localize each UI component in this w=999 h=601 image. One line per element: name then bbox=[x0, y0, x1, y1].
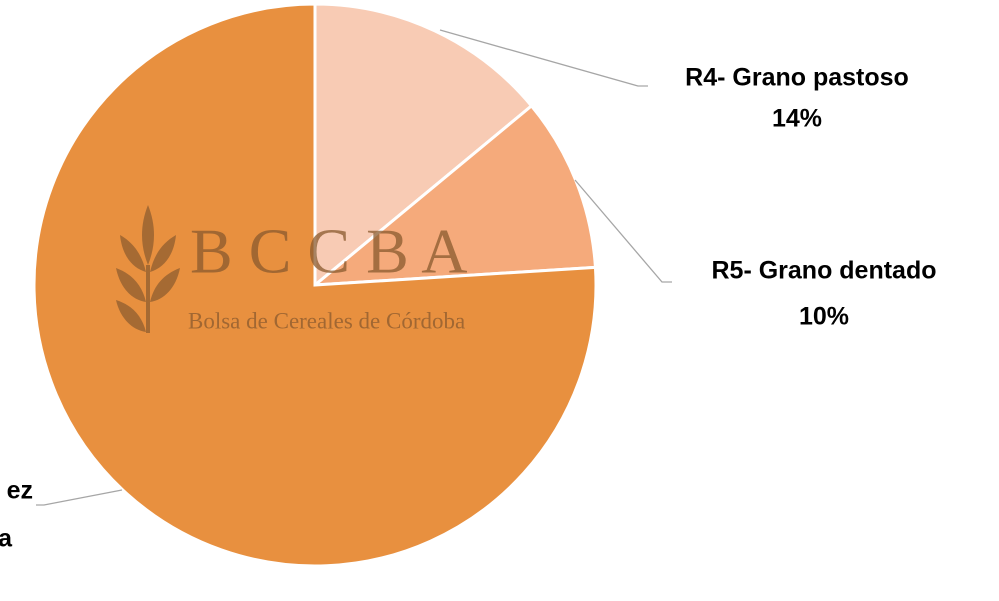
category-label: R5- Grano dentado bbox=[711, 257, 936, 285]
annotation: a bbox=[0, 525, 13, 553]
watermark-text: Bolsa de Cereales de Córdoba bbox=[188, 308, 465, 333]
value-label: 14% bbox=[772, 105, 822, 133]
category-label: ez bbox=[7, 477, 33, 505]
watermark: B C C B A Bolsa de Cereales de Córdoba bbox=[116, 205, 467, 333]
watermark-logo: B C C B A bbox=[190, 216, 467, 287]
leader-line bbox=[574, 179, 672, 283]
labels: R4- Grano pastoso 14% R5- Grano dentado 10%… bbox=[0, 29, 937, 553]
leader-line bbox=[36, 489, 123, 506]
category-label: R4- Grano pastoso bbox=[685, 64, 909, 92]
pie bbox=[32, 2, 598, 568]
wheat-icon bbox=[116, 205, 180, 333]
value-label: 10% bbox=[799, 303, 849, 331]
leader-line bbox=[439, 29, 648, 87]
pie-slice bbox=[32, 2, 598, 568]
pie-slice bbox=[313, 2, 534, 289]
